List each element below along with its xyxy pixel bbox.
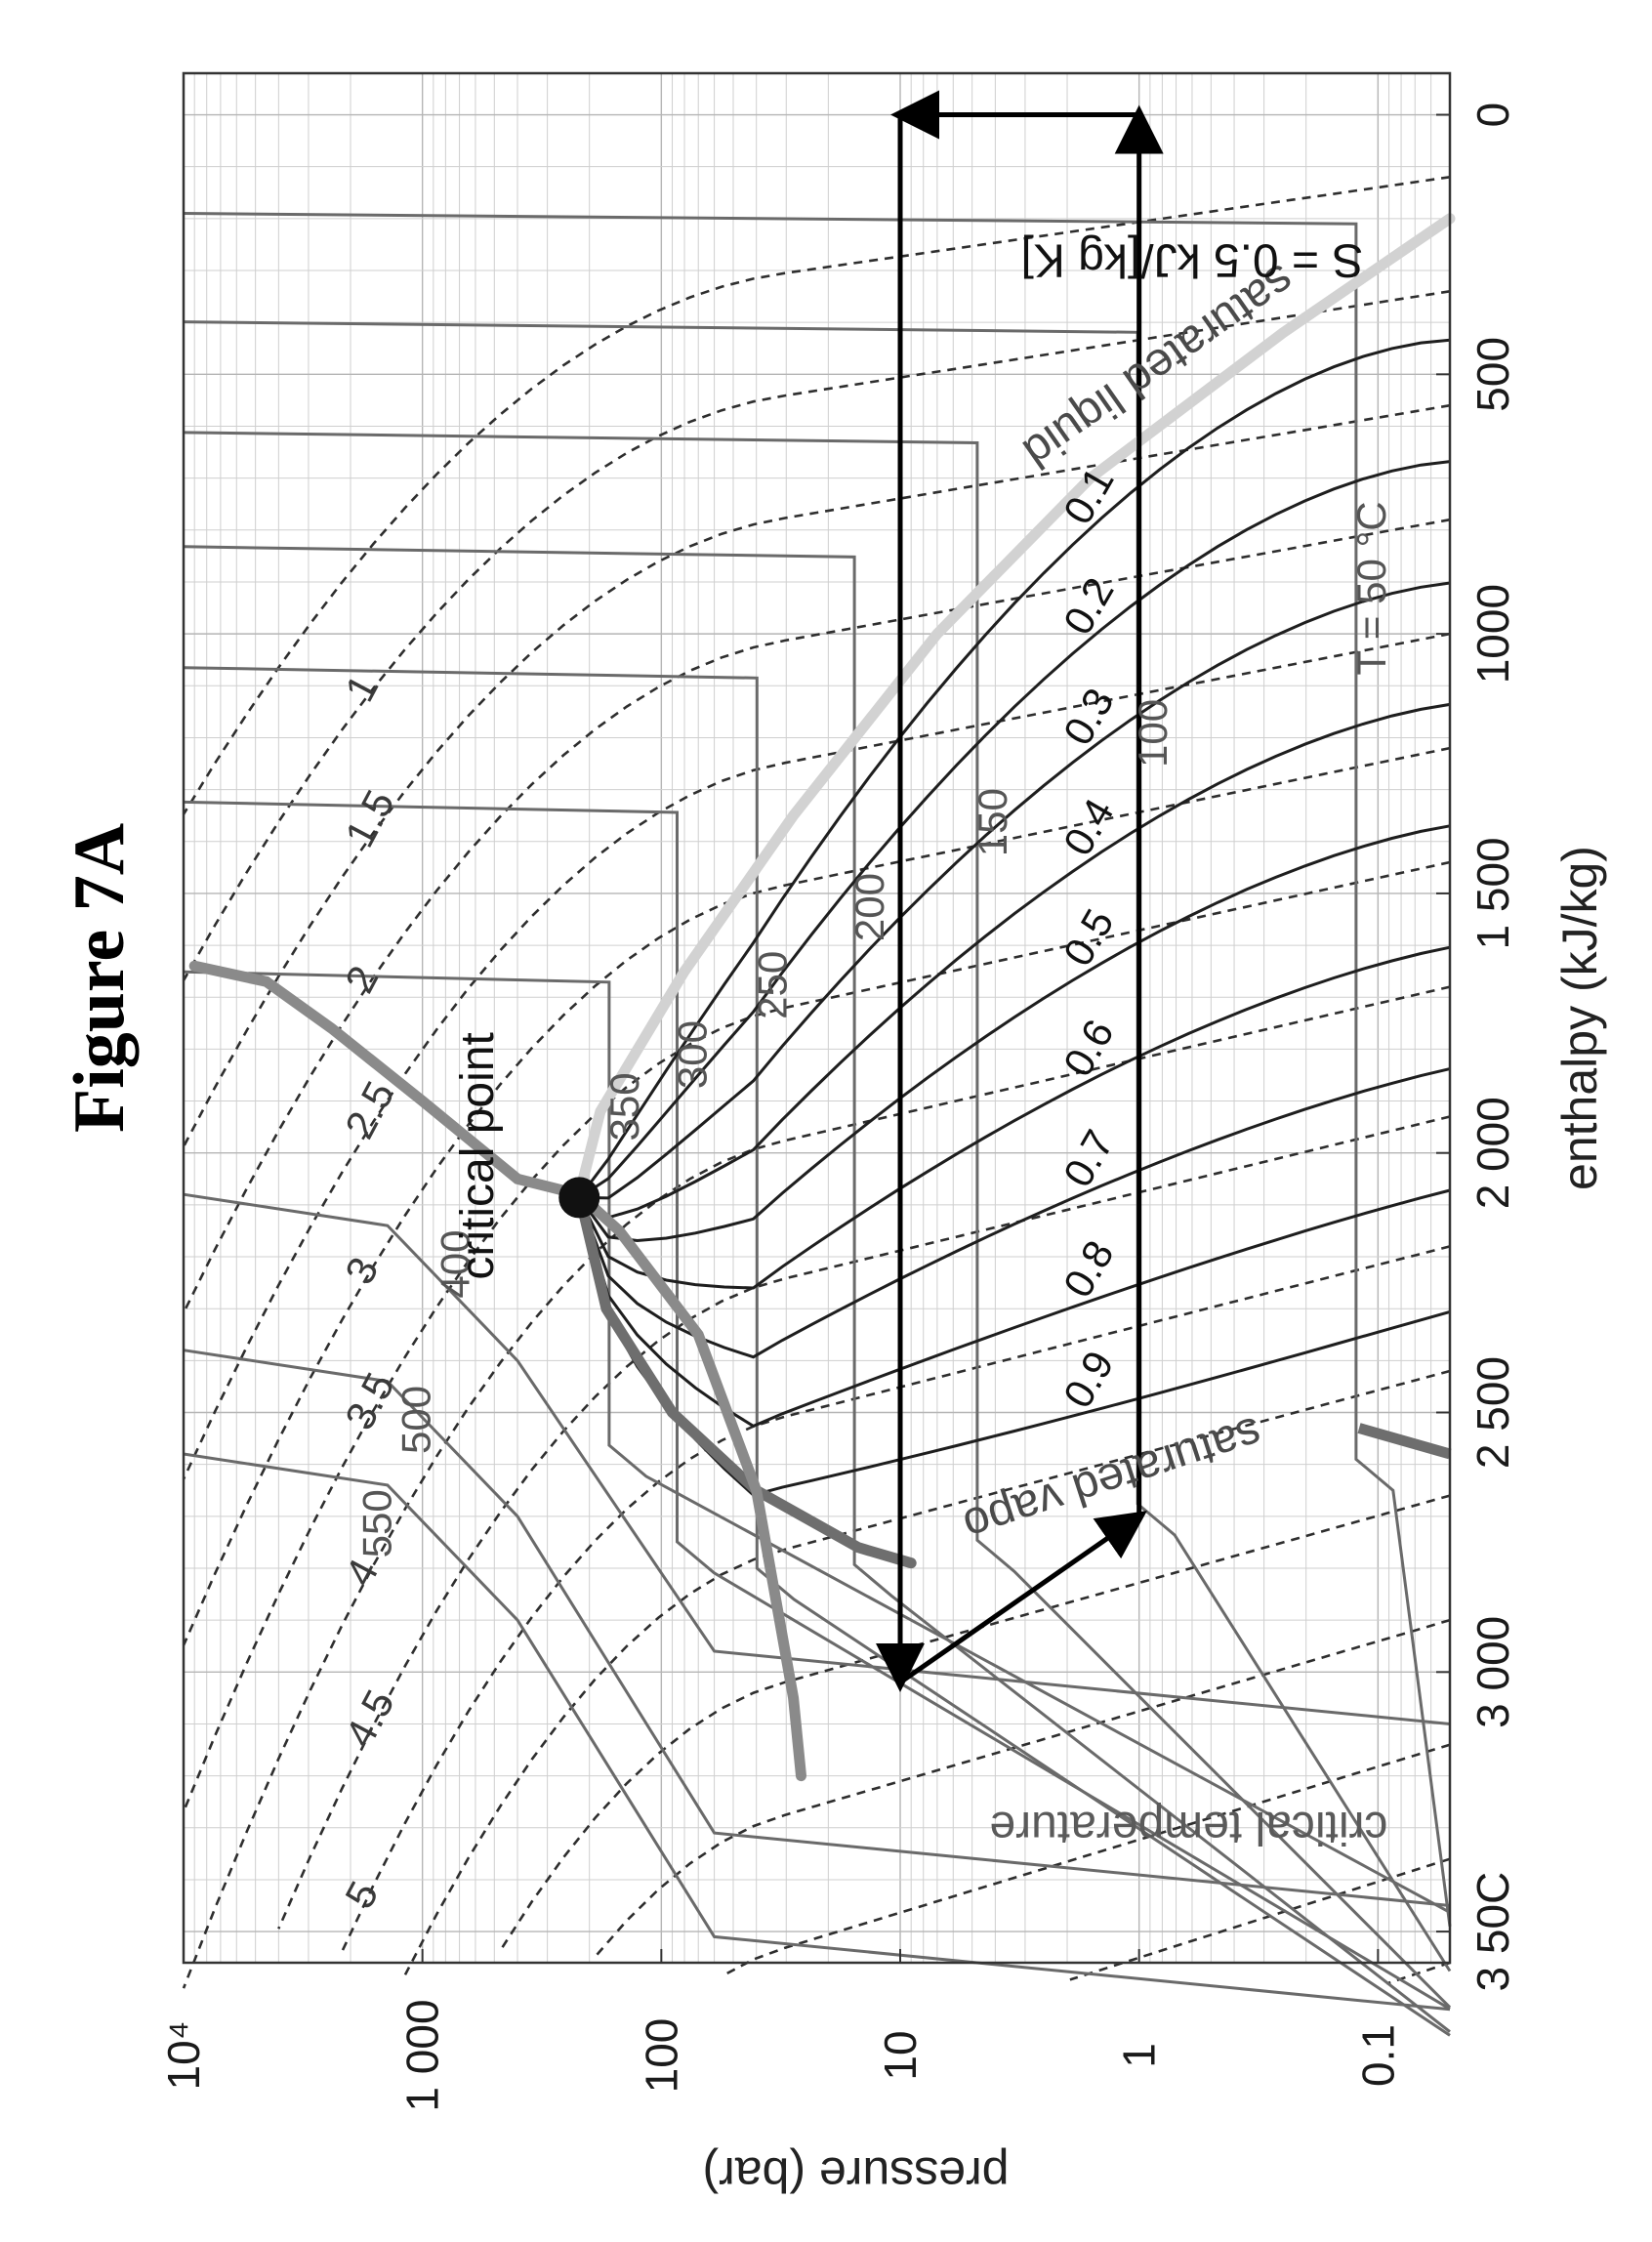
enthalpy-tick-label: 2 000 xyxy=(1467,1097,1518,1209)
isentrope-line xyxy=(182,176,1451,815)
quality-line xyxy=(578,702,1451,1220)
isotherm-line xyxy=(183,1192,1451,1725)
saturated-liquid-label: saturated liquid xyxy=(1013,254,1303,478)
isotherm-label: 500 xyxy=(393,1386,439,1454)
isotherm-label: 200 xyxy=(847,873,892,941)
isotherm-label: 400 xyxy=(433,1229,478,1298)
pressure-tick-label: 10⁴ xyxy=(158,2021,209,2091)
isotherm-line xyxy=(183,800,1451,2011)
isentrope-line xyxy=(182,860,1451,1812)
enthalpy-tick-label: 1 500 xyxy=(1467,837,1518,949)
quality-line xyxy=(577,1197,1451,1497)
pressure-tick-label: 0.1 xyxy=(1352,2024,1403,2087)
isotherm-line xyxy=(183,1349,1451,1907)
isotherm-label: 550 xyxy=(354,1489,400,1557)
pressure-tick-label: 1 xyxy=(1114,2043,1165,2068)
axis-ticks: 10⁴ 1 000 100 10 1 0.1 0 500 1000 1 500 2 000 2 500… xyxy=(158,103,1607,2202)
cycle-segment xyxy=(898,1511,1147,1684)
isentrope-label: 2.5 xyxy=(336,1074,403,1146)
enthalpy-tick-label: 2 500 xyxy=(1467,1356,1518,1469)
pressure-tick-label: 100 xyxy=(636,2018,686,2094)
isotherm-label: 300 xyxy=(669,1020,715,1089)
quality-label: 0.3 xyxy=(1054,681,1123,753)
isentrope-line xyxy=(340,1245,1451,1953)
quality-line xyxy=(579,581,1451,1200)
chart-curves xyxy=(182,90,1456,2037)
enthalpy-tick-label: 3 000 xyxy=(1467,1616,1518,1728)
quality-label: 0.2 xyxy=(1054,570,1123,643)
quality-line xyxy=(578,824,1451,1243)
isentrope-line xyxy=(721,1743,1451,1977)
enthalpy-tick-label: 1000 xyxy=(1467,584,1518,684)
isentrope-line xyxy=(499,1494,1451,1952)
isentrope-line xyxy=(594,1618,1451,1958)
critical-point-label: critical point xyxy=(452,1032,504,1279)
isentrope-line xyxy=(1385,1961,1451,1985)
isentrope-label: 3 xyxy=(336,1250,387,1292)
isotherm-label: 250 xyxy=(749,951,795,1019)
quality-label: 0.6 xyxy=(1054,1012,1123,1084)
saturated-vapor-label: saturated vapo xyxy=(957,1406,1267,1552)
quality-line xyxy=(578,460,1451,1199)
isentrope-line xyxy=(182,746,1451,1646)
saturated-vapor-curve xyxy=(573,1188,917,1569)
isotherm-label: 350 xyxy=(601,1072,647,1141)
isentrope-line xyxy=(182,403,1451,1147)
isentrope-line xyxy=(403,1369,1451,1975)
enthalpy-tick-label: 3 50C xyxy=(1467,1872,1518,1992)
enthalpy-tick-label: 500 xyxy=(1467,337,1518,412)
pressure-tick-label: 10 xyxy=(875,2030,926,2080)
quality-line xyxy=(577,945,1451,1290)
critical-temperature-label: critical temperature xyxy=(989,1802,1387,1853)
isotherm-line xyxy=(183,666,1451,2037)
plot-border xyxy=(182,71,1452,1965)
isotherm-label: 100 xyxy=(1130,699,1176,768)
quality-label: 0.4 xyxy=(1054,791,1123,863)
isotherm-line xyxy=(183,545,1451,2033)
critical-point-marker xyxy=(558,1177,600,1219)
isotherm-line xyxy=(183,431,1452,2009)
x-axis-title: enthalpy (kJ/kg) xyxy=(1552,846,1607,1190)
quality-line xyxy=(577,1067,1451,1359)
isentrope-line xyxy=(182,290,1451,981)
quality-label: 0.5 xyxy=(1054,901,1123,974)
isentrope-label: 4.5 xyxy=(336,1682,403,1755)
y-axis-title: pressure (bar) xyxy=(703,2147,1010,2202)
plot-frame xyxy=(182,71,1452,1965)
quality-line xyxy=(578,338,1451,1199)
isotherm-line xyxy=(183,212,1452,1927)
pressure-tick-label: 1 000 xyxy=(397,1999,448,2111)
saturated-liquid-curve xyxy=(573,213,1456,1200)
isotherm-line xyxy=(183,1452,1451,2012)
saturated-vapor-curve-low xyxy=(1357,1423,1452,1460)
enthalpy-tick-label: 0 xyxy=(1467,103,1518,128)
isentrope-label: 1.5 xyxy=(336,782,403,854)
isotherm-label: T = 50 °C xyxy=(1348,501,1394,675)
isentrope-line xyxy=(182,518,1451,1314)
isentrope-s-label: S = 0.5 kJ/[kg K] xyxy=(1021,233,1364,285)
isentrope-line xyxy=(182,632,1451,1480)
isotherm-line xyxy=(183,970,1451,1914)
quality-label: 0.7 xyxy=(1054,1122,1123,1194)
chart-annotations: critical point critical temperature satura… xyxy=(452,233,1388,1852)
isotherm-label: 150 xyxy=(970,788,1015,856)
